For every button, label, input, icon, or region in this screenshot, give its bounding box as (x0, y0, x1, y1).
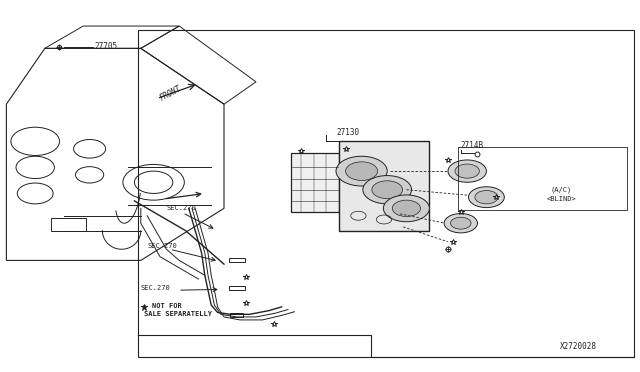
Text: X2720028: X2720028 (560, 342, 597, 351)
Bar (229, 258, 245, 262)
Text: 2714B: 2714B (461, 141, 484, 150)
Text: SALE SEPARATELLY: SALE SEPARATELLY (144, 311, 212, 317)
Bar (458, 147, 627, 210)
Bar (51, 218, 86, 231)
Text: SEC.270: SEC.270 (141, 285, 170, 291)
Bar (138, 30, 634, 357)
Text: SEC.270: SEC.270 (166, 205, 196, 211)
Text: SEC.270: SEC.270 (147, 243, 177, 249)
FancyBboxPatch shape (339, 141, 429, 231)
Circle shape (451, 217, 471, 229)
FancyBboxPatch shape (291, 153, 339, 212)
Text: FRONT: FRONT (159, 84, 184, 103)
Text: (A/C): (A/C) (550, 186, 572, 193)
Circle shape (363, 176, 412, 204)
Bar (229, 286, 245, 290)
Text: 27130: 27130 (336, 128, 359, 137)
Circle shape (392, 200, 420, 217)
Text: NOT FOR: NOT FOR (152, 303, 181, 309)
Circle shape (383, 195, 429, 222)
Circle shape (336, 156, 387, 186)
Circle shape (346, 162, 378, 180)
Bar (230, 313, 243, 317)
Text: <BLIND>: <BLIND> (547, 196, 577, 202)
Circle shape (475, 190, 498, 204)
Circle shape (455, 164, 479, 178)
Circle shape (468, 187, 504, 208)
Circle shape (448, 160, 486, 182)
Text: 27705: 27705 (95, 42, 118, 51)
Circle shape (372, 181, 403, 199)
Circle shape (444, 214, 477, 233)
